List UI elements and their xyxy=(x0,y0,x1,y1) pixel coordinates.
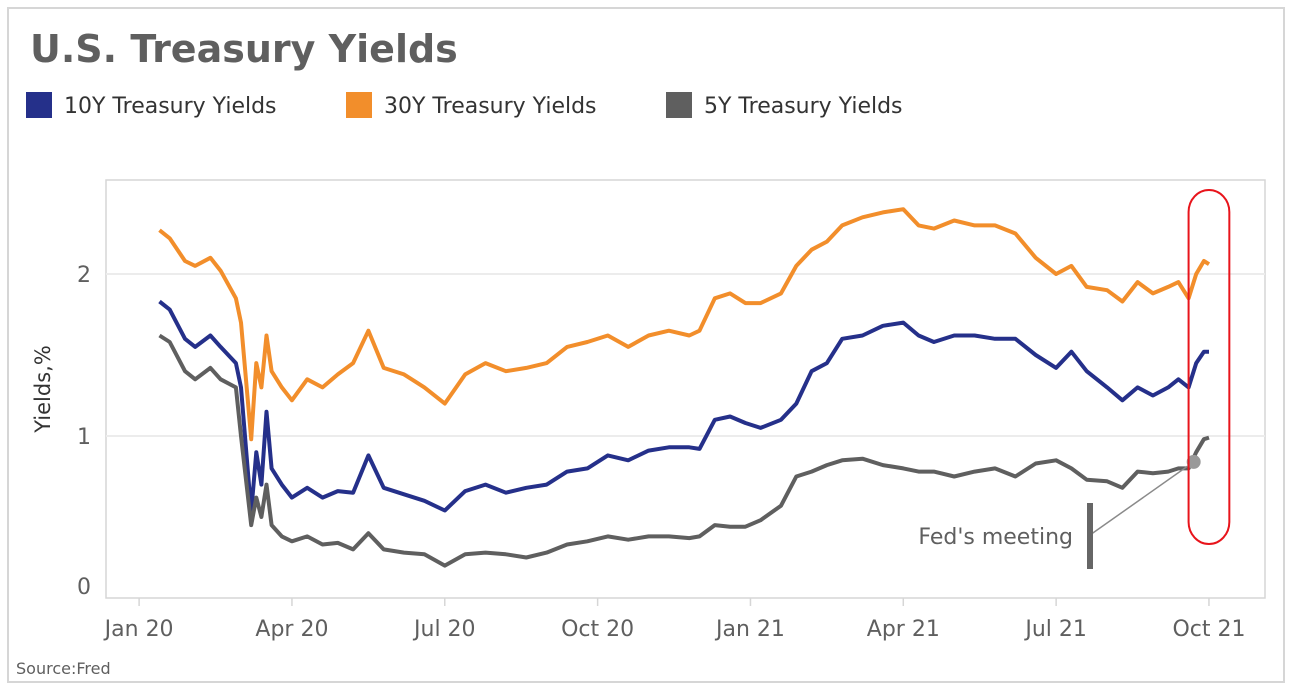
legend-label[interactable]: 30Y Treasury Yields xyxy=(384,94,597,119)
annotation-leader-line xyxy=(1089,461,1195,536)
plot-area xyxy=(105,179,1266,599)
legend-label[interactable]: 5Y Treasury Yields xyxy=(704,94,903,119)
highlight-box xyxy=(1187,189,1231,545)
y-axis-label: Yields,% xyxy=(31,345,55,434)
annotation: Fed's meeting xyxy=(918,189,1231,569)
legend-label[interactable]: 10Y Treasury Yields xyxy=(64,94,277,119)
legend-swatch xyxy=(26,92,52,118)
series-line-30y xyxy=(158,207,1211,442)
x-tick-label: Jul 20 xyxy=(412,617,476,642)
x-tick-label: Apr 20 xyxy=(255,617,328,642)
legend: 10Y Treasury Yields 30Y Treasury Yields 5Y… xyxy=(26,92,903,119)
y-tick-label: 2 xyxy=(77,263,91,288)
x-tick-label: Oct 21 xyxy=(1172,617,1245,642)
series-lines xyxy=(158,207,1211,568)
gridlines xyxy=(106,272,1265,437)
annotation-marker xyxy=(1186,454,1201,469)
source-note: Source:Fred xyxy=(16,659,111,678)
y-axis: 0 1 2 xyxy=(77,263,91,600)
series-line-5y xyxy=(158,333,1210,568)
legend-swatch xyxy=(346,92,372,118)
annotation-label: Fed's meeting xyxy=(918,525,1073,550)
legend-swatch xyxy=(666,92,692,118)
x-axis: Jan 20 Apr 20 Jul 20 Oct 20 Jan 21 Apr 21 Jul … xyxy=(103,598,1245,642)
x-tick-label: Apr 21 xyxy=(867,617,940,642)
x-tick-label: Jul 21 xyxy=(1023,617,1087,642)
x-tick-label: Jan 20 xyxy=(103,617,174,642)
chart-title: U.S. Treasury Yields xyxy=(30,27,458,71)
y-tick-label: 0 xyxy=(77,575,91,600)
series-line-10y xyxy=(158,299,1209,515)
x-tick-label: Oct 20 xyxy=(561,617,634,642)
annotation-bar xyxy=(1087,503,1093,569)
y-tick-label: 1 xyxy=(77,425,91,450)
x-tick-label: Jan 21 xyxy=(714,617,785,642)
